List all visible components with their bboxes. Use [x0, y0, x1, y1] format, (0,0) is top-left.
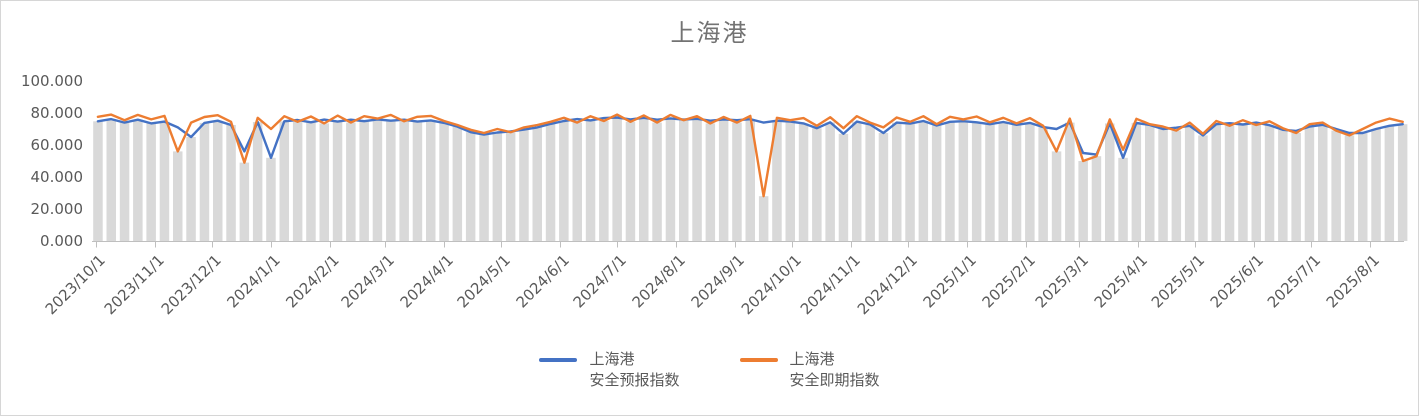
svg-text:2024/4/1: 2024/4/1 [397, 251, 457, 311]
legend-label-spot-line2: 安全即期指数 [789, 371, 880, 389]
svg-text:2025/4/1: 2025/4/1 [1091, 251, 1151, 311]
svg-text:60.000: 60.000 [31, 136, 84, 154]
svg-text:2025/5/1: 2025/5/1 [1148, 251, 1208, 311]
spot-index-line[interactable] [96, 113, 1404, 198]
svg-text:2024/9/1: 2024/9/1 [688, 251, 748, 311]
legend-label-forecast-line2: 安全预报指数 [589, 371, 680, 389]
svg-text:2024/5/1: 2024/5/1 [454, 251, 514, 311]
legend-label-spot-line1: 上海港 [789, 350, 835, 368]
svg-text:2024/3/1: 2024/3/1 [338, 251, 398, 311]
legend-item-forecast[interactable]: 上海港 安全预报指数 [539, 349, 680, 391]
svg-text:2024/11/1: 2024/11/1 [797, 251, 864, 318]
svg-text:2024/10/1: 2024/10/1 [738, 251, 805, 318]
svg-text:2024/7/1: 2024/7/1 [570, 251, 630, 311]
legend: 上海港 安全预报指数 上海港 安全即期指数 [1, 349, 1418, 391]
background-bars-series [93, 117, 1408, 241]
svg-text:2024/6/1: 2024/6/1 [513, 251, 573, 311]
svg-text:0.000: 0.000 [40, 232, 83, 250]
svg-text:80.000: 80.000 [31, 104, 84, 122]
svg-text:20.000: 20.000 [31, 200, 84, 218]
svg-text:2025/6/1: 2025/6/1 [1207, 251, 1267, 311]
legend-line-swatch-forecast-icon [539, 358, 578, 362]
svg-text:2025/1/1: 2025/1/1 [920, 251, 980, 311]
svg-text:2023/11/1: 2023/11/1 [101, 251, 168, 318]
svg-text:2025/8/1: 2025/8/1 [1323, 251, 1383, 311]
y-axis-labels: 100.000 80.000 60.000 40.000 20.000 0.000 [21, 72, 83, 250]
legend-line-swatch-spot-icon [739, 358, 778, 362]
svg-text:2024/12/1: 2024/12/1 [854, 251, 921, 318]
x-axis [92, 241, 1404, 248]
x-axis-labels: 2023/10/12023/11/12023/12/12024/1/12024/… [42, 251, 1383, 318]
svg-text:40.000: 40.000 [31, 168, 84, 186]
svg-text:100.000: 100.000 [21, 72, 83, 90]
svg-text:2023/12/1: 2023/12/1 [158, 251, 225, 318]
svg-text:2024/8/1: 2024/8/1 [629, 251, 689, 311]
svg-text:2025/2/1: 2025/2/1 [979, 251, 1039, 311]
legend-label-forecast-line1: 上海港 [589, 350, 635, 368]
legend-item-spot[interactable]: 上海港 安全即期指数 [739, 349, 880, 391]
svg-text:2024/2/1: 2024/2/1 [282, 251, 342, 311]
svg-text:2024/1/1: 2024/1/1 [223, 251, 283, 311]
svg-text:2025/3/1: 2025/3/1 [1032, 251, 1092, 311]
svg-text:2023/10/1: 2023/10/1 [42, 251, 109, 318]
svg-text:2025/7/1: 2025/7/1 [1264, 251, 1324, 311]
chart-title: 上海港 [670, 19, 749, 47]
